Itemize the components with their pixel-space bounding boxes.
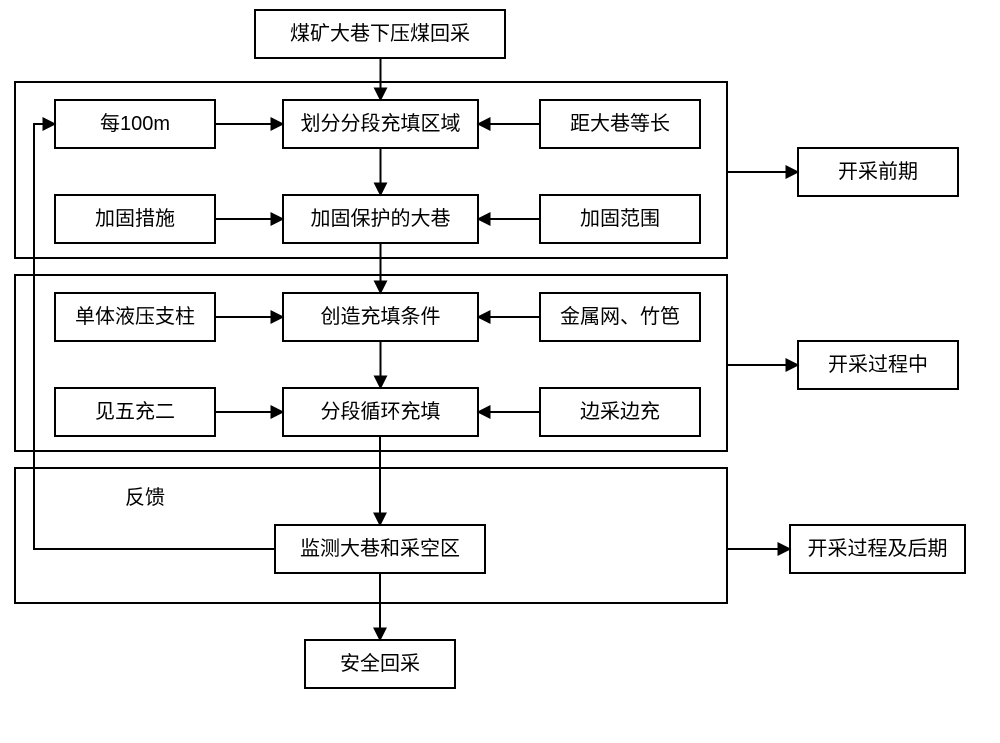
n_100m-label: 每100m xyxy=(100,112,170,135)
n_prop-label: 单体液压支柱 xyxy=(75,305,195,328)
n_range-label: 加固范围 xyxy=(580,207,660,230)
n_five-label: 见五充二 xyxy=(95,400,175,423)
n_cycle-label: 分段循环充填 xyxy=(321,400,441,423)
phase3-label: 开采过程及后期 xyxy=(808,537,948,560)
n_create-label: 创造充填条件 xyxy=(321,305,441,328)
n_monitor-label: 监测大巷和采空区 xyxy=(300,537,460,560)
phase2-label: 开采过程中 xyxy=(828,353,928,376)
n_eqlen-label: 距大巷等长 xyxy=(570,112,670,135)
n_reinforce_m-label: 加固措施 xyxy=(95,207,175,230)
n_divide-label: 划分分段充填区域 xyxy=(301,112,461,135)
title-label: 煤矿大巷下压煤回采 xyxy=(290,22,470,45)
n_while-label: 边采边充 xyxy=(580,400,660,423)
n_protect-label: 加固保护的大巷 xyxy=(311,207,451,230)
n_mesh-label: 金属网、竹笆 xyxy=(560,305,680,328)
n_safe-label: 安全回采 xyxy=(340,652,420,675)
phase1-label: 开采前期 xyxy=(838,160,918,183)
flowchart: 煤矿大巷下压煤回采每100m 划分分段充填区域 距大巷等长加固措施 加固保护的大巷 加固… xyxy=(0,0,1000,743)
feedback-label: 反馈 xyxy=(125,486,165,509)
